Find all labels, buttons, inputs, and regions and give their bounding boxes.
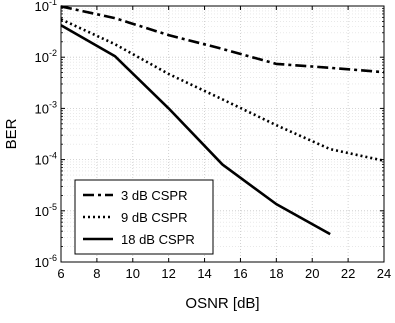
x-tick-label: 12: [161, 266, 175, 281]
legend-label-1: 3 dB CSPR: [121, 188, 187, 203]
x-tick-label: 24: [377, 266, 391, 281]
x-tick-label: 22: [341, 266, 355, 281]
y-tick-label: 10-2: [35, 48, 57, 65]
y-tick-label: 10-4: [35, 151, 57, 168]
x-axis-label: OSNR [dB]: [185, 295, 259, 312]
tick-marks: [60, 5, 385, 263]
y-axis-label: BER: [3, 118, 20, 149]
x-tick-label: 16: [233, 266, 247, 281]
y-tick-label: 10-1: [35, 0, 57, 14]
y-tick-label: 10-6: [35, 253, 57, 270]
x-tick-label: 6: [57, 266, 64, 281]
legend-label-3: 18 dB CSPR: [121, 232, 195, 247]
x-tick-labels: 6 8 10 12 14 16 18 20 22 24: [57, 266, 391, 281]
series-line-2: [60, 18, 385, 163]
y-tick-label: 10-5: [35, 202, 57, 219]
y-tick-label: 10-3: [35, 99, 57, 116]
legend-label-2: 9 dB CSPR: [121, 210, 187, 225]
x-tick-label: 14: [197, 266, 211, 281]
x-tick-label: 8: [93, 266, 100, 281]
series-lines: [60, 5, 385, 236]
series-line-3: [60, 24, 331, 236]
x-tick-label: 18: [269, 266, 283, 281]
x-tick-label: 20: [305, 266, 319, 281]
legend: 3 dB CSPR 9 dB CSPR 18 dB CSPR: [74, 179, 214, 255]
x-tick-label: 10: [126, 266, 140, 281]
plot-frame: [60, 5, 385, 263]
y-tick-labels: 10-6 10-5 10-4 10-3 10-2 10-1: [35, 0, 57, 270]
